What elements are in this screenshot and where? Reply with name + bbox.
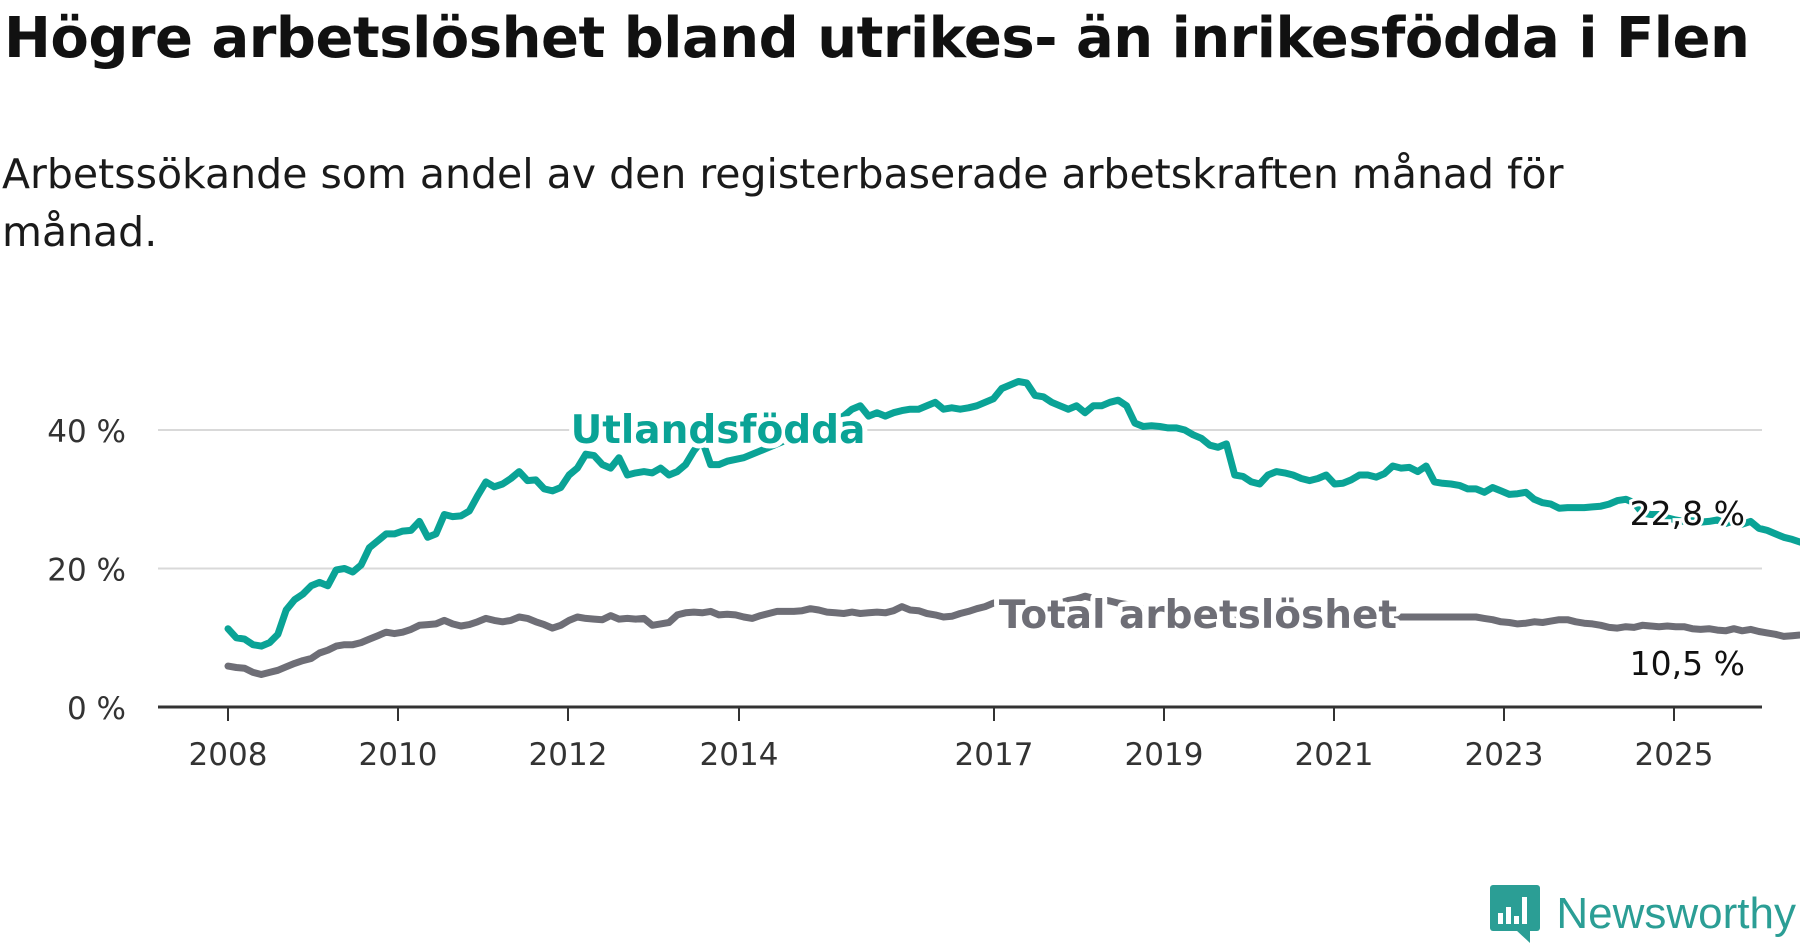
x-tick-label: 2023 bbox=[1465, 737, 1544, 773]
y-gridlines bbox=[158, 429, 1762, 570]
series-label-utlandsfodda: Utlandsfödda bbox=[571, 408, 866, 453]
x-tick-label: 2008 bbox=[189, 737, 268, 773]
x-tick-label: 2021 bbox=[1295, 737, 1374, 773]
brand-name: Newsworthy bbox=[1556, 889, 1796, 938]
y-tick-label: 40 % bbox=[47, 414, 126, 450]
x-tick-label: 2014 bbox=[700, 737, 779, 773]
brand-logo: Newsworthy bbox=[1488, 882, 1796, 946]
chart-title: Högre arbetslöshet bland utrikes- än inr… bbox=[4, 6, 1750, 71]
y-tick-label: 20 % bbox=[47, 553, 126, 589]
series-line-total-arbetsloshet bbox=[224, 592, 1800, 678]
x-tick-label: 2025 bbox=[1635, 737, 1714, 773]
series-end-label-total-arbetsloshet: 10,5 % bbox=[1630, 644, 1745, 683]
y-axis: 0 % 20 % 40 % bbox=[47, 414, 126, 727]
x-tick-label: 2019 bbox=[1125, 737, 1204, 773]
series-lines bbox=[224, 378, 1800, 678]
series-line-utlandsfodda bbox=[224, 378, 1800, 650]
y-tick-label: 0 % bbox=[67, 691, 126, 727]
x-axis: 2008 2010 2012 2014 2017 2019 2021 2023 2025 bbox=[189, 707, 1714, 773]
series-labels: Utlandsfödda 22,8 % Total arbetslöshet 10,5… bbox=[566, 403, 1748, 686]
x-tick-label: 2017 bbox=[955, 737, 1034, 773]
x-tick-label: 2012 bbox=[529, 737, 608, 773]
series-end-label-utlandsfodda: 22,8 % bbox=[1630, 494, 1745, 533]
chart-subtitle: Arbetssökande som andel av den registerb… bbox=[2, 150, 1564, 256]
bar-chart-speech-bubble-icon bbox=[1490, 885, 1541, 943]
series-label-total-arbetsloshet: Total arbetslöshet bbox=[999, 593, 1397, 638]
x-tick-label: 2010 bbox=[359, 737, 438, 773]
